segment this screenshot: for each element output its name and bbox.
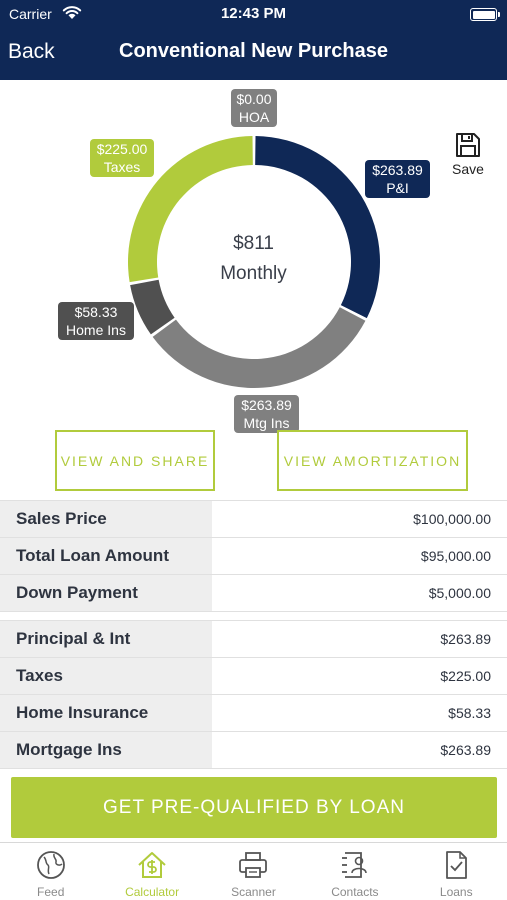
row-label: Principal & Int [0,621,212,657]
row-label: Total Loan Amount [0,538,212,574]
page-title: Conventional New Purchase [119,40,388,62]
monthly-label: Monthly [220,263,287,284]
table-row: Down Payment $5,000.00 [0,575,507,612]
save-label: Save [452,161,484,177]
row-label: Sales Price [0,501,212,537]
table-row: Home Insurance $58.33 [0,695,507,732]
pi-label: P&I [386,180,409,196]
row-value[interactable]: $95,000.00 [212,538,507,574]
carrier-label: Carrier [9,6,52,22]
tab-label: Calculator [125,885,180,899]
mtg-ins-label: Mtg Ins [243,415,290,431]
taxes-tag: $225.00 Taxes [90,139,154,177]
row-value[interactable]: $5,000.00 [212,575,507,611]
battery-icon [470,8,500,21]
back-button[interactable]: Back [8,40,55,63]
contact-icon [341,852,367,878]
view-amortization-button[interactable]: VIEW AMORTIZATION [277,430,468,491]
tab-label: Scanner [231,885,276,899]
wifi-icon [62,6,82,19]
home-ins-amount: $58.33 [74,304,118,320]
hoa-amount: $0.00 [236,91,272,107]
pi-tag: $263.89 P&I [365,160,430,198]
table-row: Taxes $225.00 [0,658,507,695]
row-value[interactable]: $58.33 [212,695,507,731]
row-label: Taxes [0,658,212,694]
hoa-label: HOA [238,109,270,125]
get-pre-qualified-button[interactable]: GET PRE-QUALIFIED BY LOAN [11,777,497,838]
donut-segment-pi [255,136,380,319]
table-row: Principal & Int $263.89 [0,621,507,658]
donut-chart [127,136,380,388]
row-value[interactable]: $100,000.00 [212,501,507,537]
tab-label: Contacts [331,885,379,899]
globe-icon [36,851,65,879]
mtg-ins-amount: $263.89 [241,397,292,413]
tab-calculator[interactable]: Calculator [101,843,202,900]
app-header: Carrier 12:43 PM Back Conventional New P… [0,0,507,80]
status-time: 12:43 PM [220,5,287,22]
donut-segment-home [130,279,175,335]
home-ins-label: Home Ins [66,322,126,338]
payment-breakdown-table: Principal & Int $263.89 Taxes $225.00 Ho… [0,620,507,769]
house-dollar-icon [138,852,166,878]
row-label: Mortgage Ins [0,732,212,768]
row-value[interactable]: $263.89 [212,732,507,768]
pi-amount: $263.89 [372,162,423,178]
donut-segment-tax [127,136,253,283]
row-value[interactable]: $263.89 [212,621,507,657]
tab-bar: Feed Calculator Scanner Contacts [0,842,507,900]
view-and-share-button[interactable]: VIEW AND SHARE [55,430,215,491]
donut-segment-mtg [152,307,366,388]
status-bar: Carrier 12:43 PM [0,0,507,30]
table-row: Sales Price $100,000.00 [0,501,507,538]
printer-icon [239,852,268,878]
row-value[interactable]: $225.00 [212,658,507,694]
loan-details-table: Sales Price $100,000.00 Total Loan Amoun… [0,500,507,612]
tab-feed[interactable]: Feed [0,843,101,900]
hoa-tag: $0.00 HOA [231,89,277,127]
tab-label: Feed [37,885,65,899]
home-ins-tag: $58.33 Home Ins [58,302,134,340]
save-button[interactable]: Save [448,132,488,177]
taxes-amount: $225.00 [96,141,148,157]
tab-loans[interactable]: Loans [406,843,507,900]
payment-chart: $811 Monthly $0.00 HOA $263.89 P&I $225.… [0,80,507,500]
mtg-ins-tag: $263.89 Mtg Ins [234,395,299,433]
document-check-icon [446,851,468,879]
taxes-label: Taxes [103,159,141,175]
tab-contacts[interactable]: Contacts [304,843,405,900]
monthly-amount: $811 [233,233,274,254]
tab-scanner[interactable]: Scanner [203,843,304,900]
tab-label: Loans [439,885,473,899]
row-label: Down Payment [0,575,212,611]
floppy-disk-icon [456,133,480,157]
row-label: Home Insurance [0,695,212,731]
table-row: Mortgage Ins $263.89 [0,732,507,769]
table-row: Total Loan Amount $95,000.00 [0,538,507,575]
